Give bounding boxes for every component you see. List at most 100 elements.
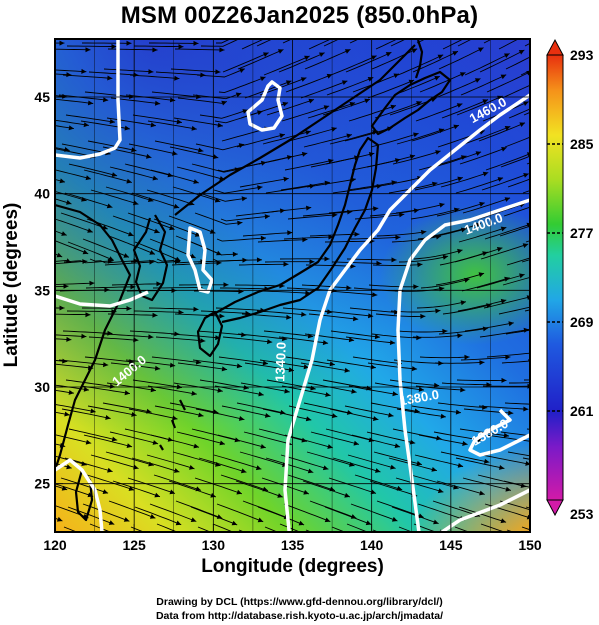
streamline xyxy=(520,70,530,76)
streamline-arrowhead xyxy=(519,273,525,279)
streamline-arrowhead xyxy=(107,467,113,473)
streamline xyxy=(64,192,113,208)
streamline-arrowhead xyxy=(375,468,381,473)
streamline xyxy=(442,39,465,50)
streamline xyxy=(216,503,264,523)
streamline xyxy=(412,334,463,338)
streamline-arrowhead xyxy=(437,54,444,60)
streamline-arrowhead xyxy=(344,367,350,373)
streamline-arrowhead xyxy=(124,125,130,131)
streamline xyxy=(216,39,232,44)
streamline-arrowhead xyxy=(169,225,175,231)
streamline xyxy=(433,151,482,168)
streamline xyxy=(67,241,115,261)
streamline-arrowhead xyxy=(103,362,109,368)
streamline-arrowhead xyxy=(126,443,133,448)
streamline xyxy=(373,176,423,188)
streamline-arrowhead xyxy=(219,313,225,319)
streamline xyxy=(376,231,427,237)
streamline-arrowhead xyxy=(563,539,569,544)
streamline-arrowhead xyxy=(479,360,485,366)
streamline-arrowhead xyxy=(435,308,441,314)
y-axis-label: Latitude (degrees) xyxy=(1,202,22,368)
streamline xyxy=(441,382,492,386)
streamline-arrowhead xyxy=(238,416,245,421)
streamline-arrowhead xyxy=(169,97,176,103)
streamline xyxy=(128,143,178,155)
streamline xyxy=(66,310,117,313)
streamline xyxy=(287,474,336,492)
streamline xyxy=(287,214,338,220)
honshu-coastline xyxy=(211,136,380,324)
streamline xyxy=(310,431,360,445)
streamline xyxy=(65,114,116,123)
streamline-arrowhead xyxy=(353,440,359,446)
streamline-arrowhead xyxy=(411,48,418,54)
streamline xyxy=(390,39,407,47)
streamline-arrowhead xyxy=(149,250,155,255)
streamline-arrowhead xyxy=(413,284,419,290)
streamline xyxy=(216,237,267,242)
streamline-arrowhead xyxy=(193,443,199,449)
streamline-arrowhead xyxy=(500,74,507,80)
streamline-arrowhead xyxy=(371,55,377,60)
streamline xyxy=(413,523,437,532)
streamline xyxy=(374,101,422,119)
streamline xyxy=(172,186,221,203)
streamline xyxy=(241,39,265,50)
streamline xyxy=(177,362,228,371)
streamline-arrowhead xyxy=(500,518,507,524)
streamline-arrowhead xyxy=(305,542,311,547)
colorbar-tick-label: 285 xyxy=(570,136,594,152)
streamline xyxy=(457,299,507,312)
streamline-arrowhead xyxy=(567,74,573,79)
streamline xyxy=(134,241,181,262)
streamline-arrowhead xyxy=(348,28,354,33)
streamline-arrowhead xyxy=(325,392,331,397)
streamline-arrowhead xyxy=(324,256,330,262)
streamline-arrowhead xyxy=(416,460,422,466)
streamline-arrowhead xyxy=(283,261,289,267)
streamline xyxy=(237,49,284,70)
streamline xyxy=(104,261,155,266)
streamline xyxy=(55,218,93,233)
streamline xyxy=(486,352,530,358)
streamline-arrowhead xyxy=(328,234,334,240)
streamline-arrowhead xyxy=(282,101,289,107)
streamline xyxy=(217,434,266,449)
streamline xyxy=(366,155,416,168)
streamline xyxy=(236,402,286,414)
streamline xyxy=(146,189,195,206)
streamline xyxy=(106,117,156,127)
streamline xyxy=(133,45,184,48)
streamline xyxy=(435,272,485,286)
streamline xyxy=(351,434,401,448)
streamline xyxy=(348,105,397,122)
streamline-arrowhead xyxy=(298,520,305,526)
streamline-arrowhead xyxy=(242,109,248,114)
streamline-arrowhead xyxy=(503,432,509,438)
streamline xyxy=(440,451,490,463)
streamline xyxy=(416,301,467,309)
streamline xyxy=(265,184,315,194)
streamline xyxy=(169,146,219,159)
streamline-arrowhead xyxy=(496,540,502,545)
streamline xyxy=(102,402,152,413)
streamline-arrowhead xyxy=(243,385,249,390)
streamline xyxy=(55,147,70,151)
streamline xyxy=(173,117,223,127)
streamline-arrowhead xyxy=(331,127,337,132)
streamline-arrowhead xyxy=(279,133,285,139)
streamline xyxy=(127,212,175,230)
streamline-arrowhead xyxy=(87,228,93,233)
streamline xyxy=(485,153,530,171)
streamline xyxy=(236,133,286,148)
streamline xyxy=(264,526,279,532)
streamline-arrowhead xyxy=(523,173,529,178)
streamline-arrowhead xyxy=(322,465,329,471)
streamline-arrowhead xyxy=(376,260,382,266)
streamline xyxy=(394,287,445,292)
streamline-arrowhead xyxy=(237,220,243,226)
streamline xyxy=(55,98,94,104)
streamline-arrowhead xyxy=(457,176,463,182)
